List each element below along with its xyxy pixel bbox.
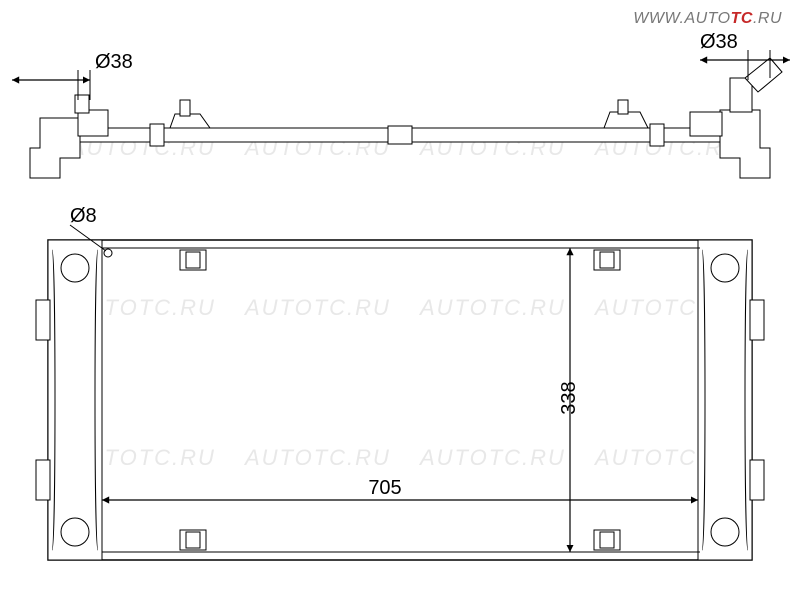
dim-pipe-right: Ø38: [700, 31, 738, 53]
top-view: Ø38 Ø38: [12, 31, 790, 178]
front-view: Ø8 705 338: [36, 205, 764, 560]
dim-core-height: 338: [558, 381, 580, 414]
dim-hole: Ø8: [70, 205, 97, 227]
dim-pipe-left: Ø38: [95, 51, 133, 73]
drawing-svg: Ø38 Ø38: [0, 0, 800, 600]
dim-core-width: 705: [368, 477, 401, 499]
drawing-container: AUTOTC.RU AUTOTC.RU AUTOTC.RU AUTOTC.RU …: [0, 0, 800, 600]
